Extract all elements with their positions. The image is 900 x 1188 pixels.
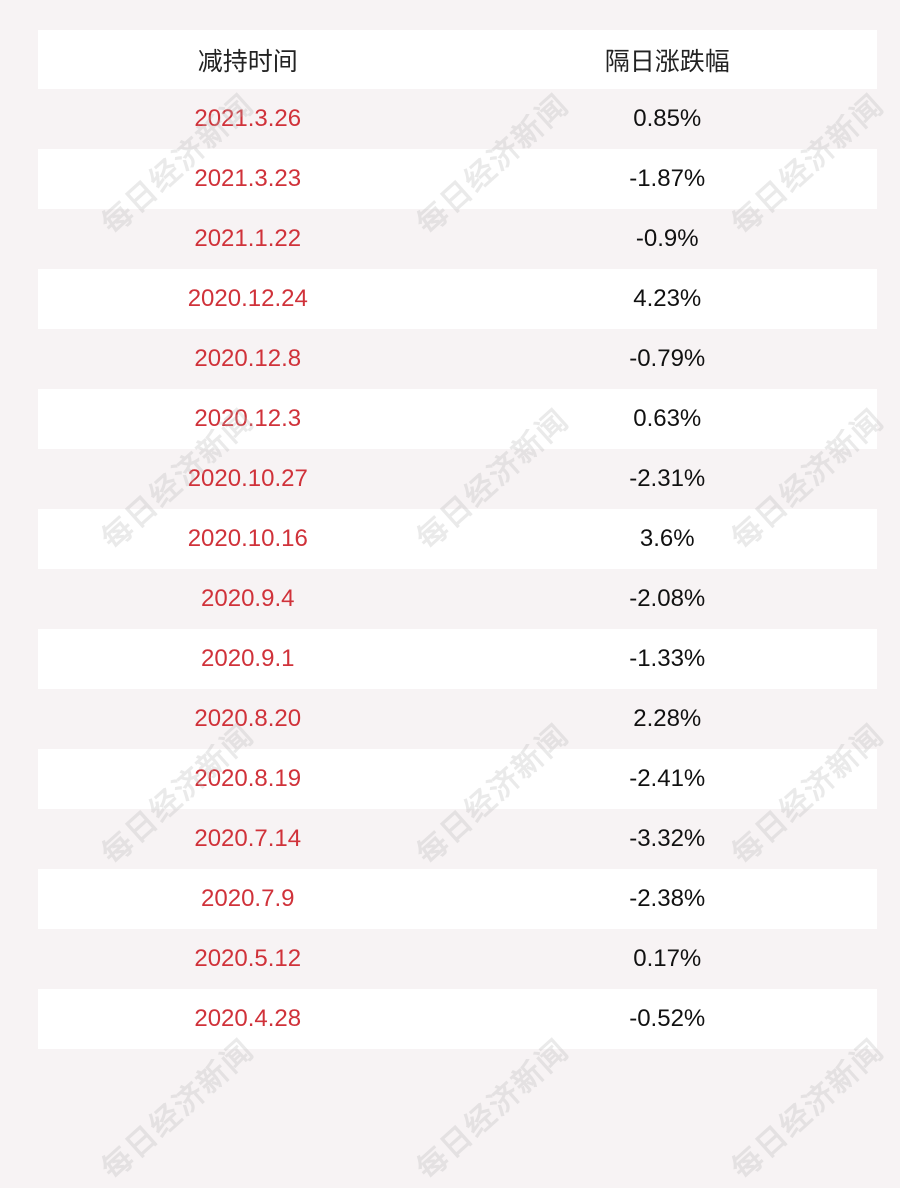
table-row: 2020.5.12 0.17% bbox=[38, 929, 877, 989]
page: 减持时间 隔日涨跌幅 2021.3.26 0.85% 2021.3.23 -1.87%… bbox=[38, 30, 891, 1187]
table: 减持时间 隔日涨跌幅 2021.3.26 0.85% 2021.3.23 -1.87%… bbox=[38, 30, 877, 1049]
date-cell: 2020.9.4 bbox=[201, 585, 295, 612]
date-cell: 2020.10.27 bbox=[187, 465, 308, 492]
table-row: 2021.1.22 -0.9% bbox=[38, 209, 877, 269]
table-row: 2020.10.16 3.6% bbox=[38, 509, 877, 569]
date-cell: 2020.8.19 bbox=[194, 765, 302, 792]
table-row: 2020.8.20 2.28% bbox=[38, 689, 877, 749]
date-cell: 2021.3.23 bbox=[194, 165, 302, 192]
header-cell: 减持时间 bbox=[197, 47, 298, 76]
table-row: 2020.7.9 -2.38% bbox=[38, 869, 877, 929]
date-cell: 2020.12.3 bbox=[194, 405, 302, 432]
change-cell: 3.6% bbox=[639, 525, 695, 552]
date-cell: 2020.12.24 bbox=[187, 285, 308, 312]
table-row: 2020.4.28 -0.52% bbox=[38, 989, 877, 1049]
watermark: 每日经济新闻 bbox=[725, 1033, 891, 1187]
change-cell: 2.28% bbox=[633, 705, 702, 732]
header-row: 减持时间 隔日涨跌幅 bbox=[38, 30, 877, 89]
change-cell: -2.38% bbox=[629, 885, 706, 912]
watermark: 每日经济新闻 bbox=[95, 1033, 261, 1187]
date-cell: 2020.4.28 bbox=[194, 1005, 302, 1032]
date-cell: 2020.9.1 bbox=[201, 645, 295, 672]
table-row: 2020.12.24 4.23% bbox=[38, 269, 877, 329]
change-cell: -2.08% bbox=[629, 585, 706, 612]
date-cell: 2020.12.8 bbox=[194, 345, 302, 372]
change-cell: -1.87% bbox=[629, 165, 706, 192]
date-cell: 2021.1.22 bbox=[194, 225, 302, 252]
table-row: 2020.9.4 -2.08% bbox=[38, 569, 877, 629]
date-cell: 2020.8.20 bbox=[194, 705, 302, 732]
table-row: 2020.8.19 -2.41% bbox=[38, 749, 877, 809]
date-cell: 2020.7.9 bbox=[201, 885, 295, 912]
table-row: 2020.10.27 -2.31% bbox=[38, 449, 877, 509]
change-cell: 0.85% bbox=[633, 105, 702, 132]
change-cell: -2.31% bbox=[629, 465, 706, 492]
header-cell: 隔日涨跌幅 bbox=[604, 47, 730, 76]
table-row: 2020.7.14 -3.32% bbox=[38, 809, 877, 869]
change-cell: -2.41% bbox=[629, 765, 706, 792]
change-cell: -0.9% bbox=[635, 225, 699, 252]
date-cell: 2020.7.14 bbox=[194, 825, 302, 852]
date-cell: 2020.5.12 bbox=[194, 945, 302, 972]
date-cell: 2020.10.16 bbox=[187, 525, 308, 552]
table-row: 2021.3.26 0.85% bbox=[38, 89, 877, 149]
change-cell: 0.63% bbox=[633, 405, 702, 432]
table-row: 2021.3.23 -1.87% bbox=[38, 149, 877, 209]
change-cell: 4.23% bbox=[633, 285, 702, 312]
watermark: 每日经济新闻 bbox=[410, 1033, 576, 1187]
table-row: 2020.9.1 -1.33% bbox=[38, 629, 877, 689]
table-row: 2020.12.3 0.63% bbox=[38, 389, 877, 449]
table-row: 2020.12.8 -0.79% bbox=[38, 329, 877, 389]
change-cell: -0.52% bbox=[629, 1005, 706, 1032]
change-cell: -0.79% bbox=[629, 345, 706, 372]
date-cell: 2021.3.26 bbox=[194, 105, 302, 132]
change-cell: -1.33% bbox=[629, 645, 706, 672]
change-cell: -3.32% bbox=[629, 825, 706, 852]
change-cell: 0.17% bbox=[633, 945, 702, 972]
